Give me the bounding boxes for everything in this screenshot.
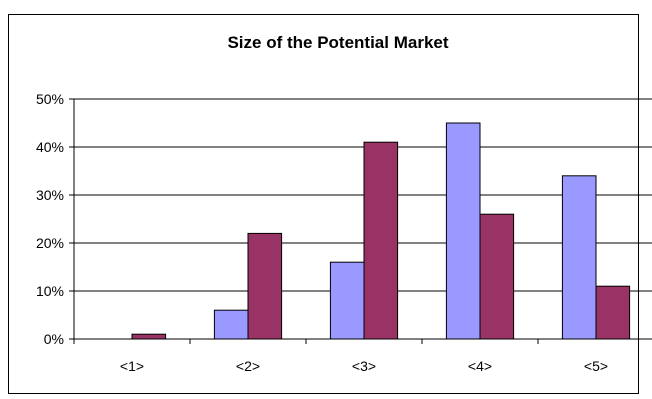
chart-title: Size of the Potential Market [227,33,448,52]
x-tick-marks [73,339,539,344]
bar-series2-4 [479,213,515,340]
x-tick-label-1: <1> [120,358,144,374]
y-tick-label-40: 40% [36,139,64,155]
bar-series2-2 [247,232,283,340]
x-tick-label-4: <4> [468,358,492,374]
y-tick-label-0: 0% [44,331,64,347]
y-tick-labels: 0% 10% 20% 30% 40% 50% [36,91,64,347]
bar-series2-5 [595,285,631,340]
y-tick-label-30: 30% [36,187,64,203]
bar-series1-3 [329,261,365,340]
bar-series1-4 [445,122,481,340]
x-tick-labels: <1> <2> <3> <4> <5> [120,358,608,374]
bar-series2-1 [131,333,167,340]
x-tick-label-3: <3> [352,358,376,374]
bar-series1-5 [561,175,597,340]
axes [69,98,652,340]
x-tick-label-5: <5> [584,358,608,374]
chart-frame [8,14,639,394]
y-tick-label-50: 50% [36,91,64,107]
bar-series1-2 [213,309,249,340]
bars [131,122,631,340]
bar-series2-3 [363,141,399,340]
y-tick-label-10: 10% [36,283,64,299]
y-tick-label-20: 20% [36,235,64,251]
x-tick-label-2: <2> [236,358,260,374]
